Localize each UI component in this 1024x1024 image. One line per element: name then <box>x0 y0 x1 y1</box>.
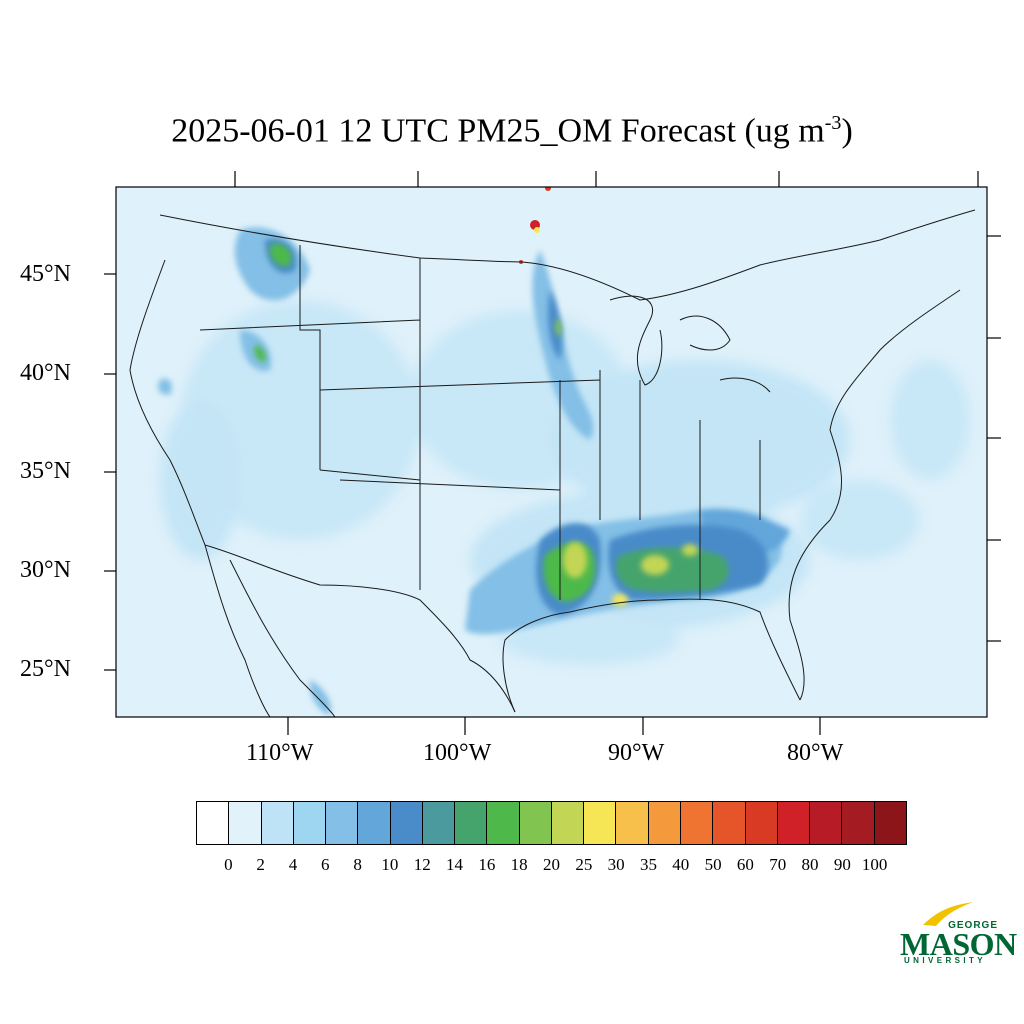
lat-label-30: 30°N <box>20 557 71 583</box>
colorbar-tick-label: 70 <box>769 855 787 874</box>
title-unit-exponent: -3 <box>824 112 842 134</box>
colorbar-tick-label: 30 <box>607 855 625 874</box>
colorbar-swatch <box>680 802 714 844</box>
logo-george: GEORGE <box>948 920 998 931</box>
colorbar-tick-label: 20 <box>543 855 560 874</box>
colorbar-tick-label: 25 <box>575 855 593 874</box>
colorbar-swatch <box>874 802 906 844</box>
colorbar-swatch <box>229 802 262 844</box>
logo-mason: MASON <box>900 926 1017 962</box>
colorbar-swatch <box>487 802 520 844</box>
logo-university: UNIVERSITY <box>904 956 987 965</box>
colorbar-swatch <box>842 802 875 844</box>
lat-label-40: 40°N <box>20 360 71 386</box>
colorbar-tick-label: 6 <box>321 855 330 874</box>
colorbar-tick-label: 8 <box>353 855 362 874</box>
colorbar-swatch <box>713 802 746 844</box>
colorbar-tick-label: 10 <box>381 855 399 874</box>
colorbar <box>196 801 907 845</box>
colorbar-swatch <box>455 802 488 844</box>
colorbar-swatch <box>551 802 585 844</box>
colorbar-tick-label: 4 <box>288 855 298 874</box>
colorbar-tick-label: 100 <box>861 855 888 874</box>
lat-ticks <box>104 171 1001 735</box>
lon-label-90: 90°W <box>608 740 665 766</box>
colorbar-labels: 0 2 4 6 8 10 12 14 16 18 20 25 30 35 40 50 60 70 80 90 100 <box>0 855 1024 877</box>
lat-label-25: 25°N <box>20 656 71 682</box>
colorbar-swatch <box>261 802 294 844</box>
colorbar-tick-label: 80 <box>801 855 819 874</box>
colorbar-swatch <box>777 802 811 844</box>
title-text: 2025-06-01 12 UTC PM25_OM Forecast (ug m <box>171 112 825 150</box>
colorbar-swatch <box>810 802 843 844</box>
colorbar-swatch <box>197 802 230 844</box>
colorbar-tick-label: 90 <box>833 855 851 874</box>
logo-swoosh-icon <box>923 902 973 926</box>
concentration-field <box>158 187 970 715</box>
colorbar-tick-label: 50 <box>704 855 722 874</box>
lat-label-35: 35°N <box>20 458 71 484</box>
colorbar-tick-label: 0 <box>224 855 233 874</box>
colorbar-tick-label: 18 <box>510 855 528 874</box>
colorbar-tick-label: 35 <box>639 855 657 874</box>
colorbar-swatch <box>648 802 681 844</box>
colorbar-tick-label: 14 <box>446 855 464 874</box>
colorbar-tick-label: 16 <box>478 855 496 874</box>
gmu-logo: GEORGE MASON UNIVERSITY <box>898 900 1017 970</box>
boundary-lines <box>129 209 976 717</box>
lon-label-100: 100°W <box>423 740 492 766</box>
lat-label-45: 45°N <box>20 261 71 287</box>
colorbar-tick-label: 40 <box>672 855 690 874</box>
colorbar-tick-label: 2 <box>256 855 265 874</box>
colorbar-swatch <box>390 802 423 844</box>
colorbar-swatch <box>519 802 552 844</box>
lon-label-110: 110°W <box>246 740 314 766</box>
map-frame <box>115 186 988 718</box>
colorbar-tick-label: 60 <box>736 855 754 874</box>
colorbar-swatch <box>293 802 327 844</box>
colorbar-swatch <box>422 802 456 844</box>
colorbar-swatch <box>584 802 617 844</box>
title-close: ) <box>841 112 853 150</box>
colorbar-swatch <box>616 802 649 844</box>
colorbar-swatch <box>745 802 778 844</box>
colorbar-swatch <box>358 802 391 844</box>
colorbar-tick-label: 12 <box>413 855 431 874</box>
colorbar-swatch <box>326 802 359 844</box>
map-title: 2025-06-01 12 UTC PM25_OM Forecast (ug m… <box>0 112 1024 150</box>
lon-label-80: 80°W <box>787 740 844 766</box>
